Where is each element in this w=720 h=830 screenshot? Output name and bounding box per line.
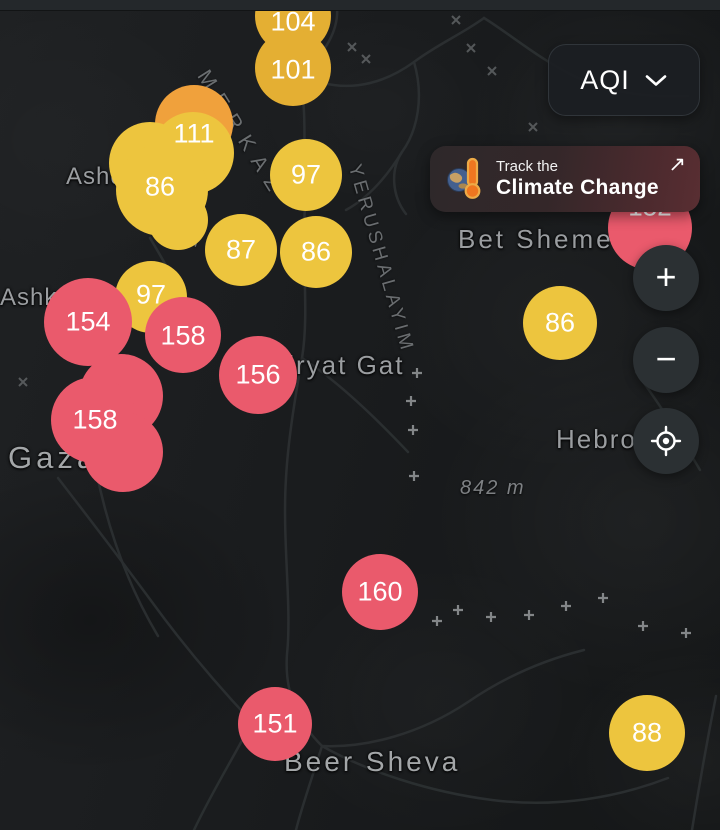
status-bar-strip bbox=[0, 0, 720, 11]
aqi-value: 88 bbox=[631, 717, 663, 748]
aqi-marker-86-right[interactable] bbox=[523, 286, 597, 360]
aqi-value: 87 bbox=[225, 234, 257, 265]
climate-card-line2: Climate Change bbox=[496, 175, 659, 199]
plus-icon: + bbox=[655, 256, 677, 297]
climate-change-banner[interactable]: Track the Climate Change ↗ bbox=[430, 146, 700, 212]
aqi-value: 101 bbox=[270, 54, 316, 85]
district-label-yerushalayim: YERUSHALAYIM bbox=[343, 162, 418, 356]
aqi-value: 160 bbox=[357, 576, 403, 607]
aqi-marker-160[interactable] bbox=[342, 554, 418, 630]
chevron-down-icon bbox=[644, 74, 668, 87]
aqi-selector-label: AQI bbox=[580, 64, 630, 95]
zoom-out-button[interactable]: − bbox=[633, 327, 699, 393]
aqi-value: 154 bbox=[65, 306, 111, 337]
aqi-value: 151 bbox=[252, 708, 298, 739]
locate-me-button[interactable] bbox=[633, 408, 699, 474]
aqi-value: 104 bbox=[270, 6, 316, 37]
crosshair-locate-icon bbox=[648, 423, 684, 459]
aqi-value: 86 bbox=[144, 171, 176, 202]
aqi-value: 86 bbox=[544, 307, 576, 338]
climate-card-line1: Track the bbox=[496, 158, 558, 176]
aqi-marker-154[interactable] bbox=[44, 278, 132, 366]
aqi-layer-selector[interactable]: AQI bbox=[548, 44, 700, 116]
place-label-beer-sheva: Beer Sheva bbox=[284, 746, 461, 777]
aqi-marker-87[interactable] bbox=[205, 214, 277, 286]
globe-thermometer-icon bbox=[446, 155, 484, 204]
aqi-value: 111 bbox=[173, 118, 215, 149]
aqi-value: 158 bbox=[72, 404, 118, 435]
aqi-value: 158 bbox=[160, 320, 206, 351]
minus-icon: − bbox=[655, 338, 677, 379]
external-link-arrow-icon: ↗ bbox=[668, 153, 686, 176]
aqi-value: 86 bbox=[300, 236, 332, 267]
aqi-value: 97 bbox=[290, 159, 322, 190]
aqi-value: 156 bbox=[235, 359, 281, 390]
aqi-value: 97 bbox=[135, 279, 167, 310]
elevation-label: 842 m bbox=[460, 477, 526, 499]
zoom-in-button[interactable]: + bbox=[633, 245, 699, 311]
